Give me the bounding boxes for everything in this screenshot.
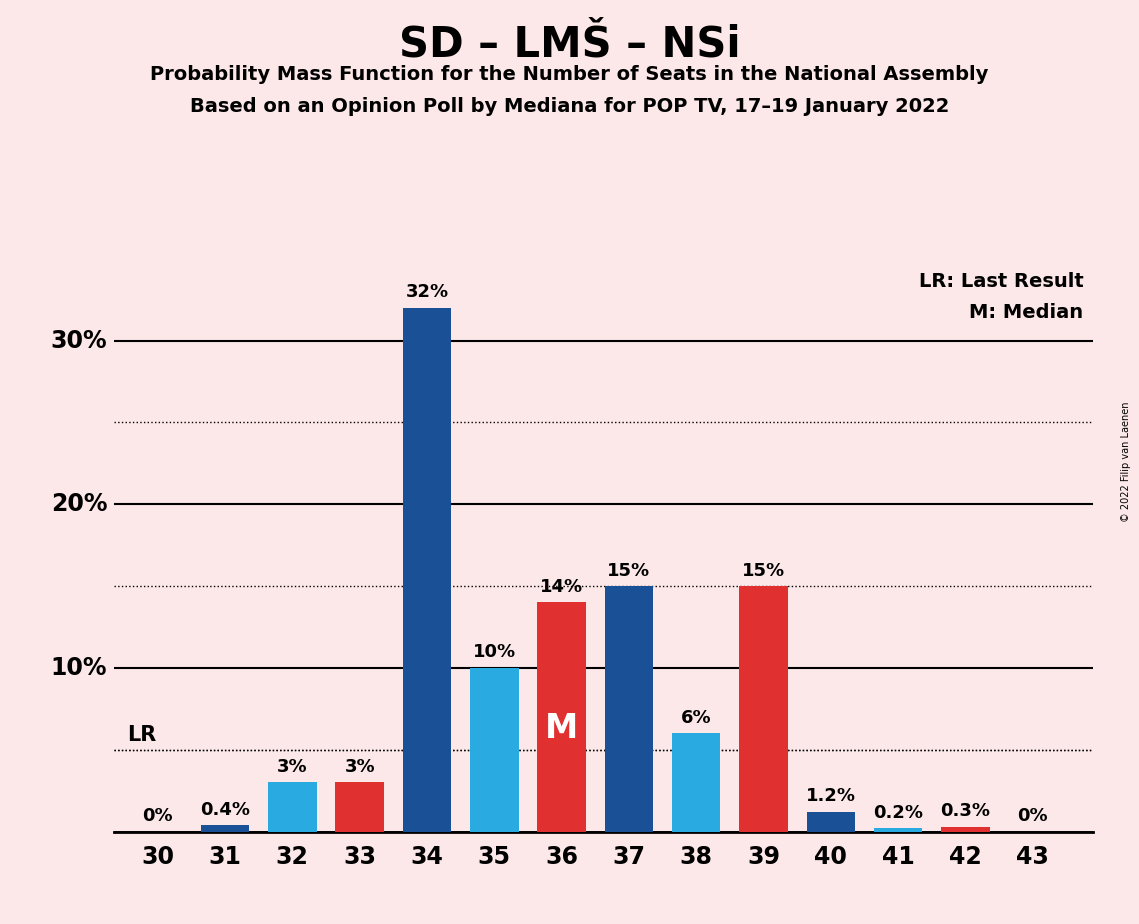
Bar bbox=[672, 734, 721, 832]
Text: 15%: 15% bbox=[607, 562, 650, 579]
Bar bbox=[806, 812, 855, 832]
Bar bbox=[403, 308, 451, 832]
Text: 1.2%: 1.2% bbox=[806, 787, 855, 806]
Text: 3%: 3% bbox=[277, 758, 308, 776]
Text: 14%: 14% bbox=[540, 578, 583, 596]
Text: Probability Mass Function for the Number of Seats in the National Assembly: Probability Mass Function for the Number… bbox=[150, 65, 989, 84]
Bar bbox=[605, 586, 653, 832]
Text: SD – LMŠ – NSi: SD – LMŠ – NSi bbox=[399, 23, 740, 65]
Text: 0.2%: 0.2% bbox=[874, 804, 924, 821]
Text: 6%: 6% bbox=[681, 709, 712, 727]
Bar bbox=[470, 668, 518, 832]
Text: 0.3%: 0.3% bbox=[941, 802, 991, 821]
Bar bbox=[335, 783, 384, 832]
Bar bbox=[268, 783, 317, 832]
Text: M: M bbox=[544, 712, 579, 745]
Bar bbox=[874, 828, 923, 832]
Text: 0%: 0% bbox=[142, 807, 173, 825]
Text: 15%: 15% bbox=[741, 562, 785, 579]
Text: 30%: 30% bbox=[50, 329, 107, 353]
Text: LR: Last Result: LR: Last Result bbox=[918, 272, 1083, 291]
Text: Based on an Opinion Poll by Mediana for POP TV, 17–19 January 2022: Based on an Opinion Poll by Mediana for … bbox=[190, 97, 949, 116]
Bar bbox=[739, 586, 788, 832]
Text: 10%: 10% bbox=[50, 656, 107, 680]
Text: 20%: 20% bbox=[50, 492, 107, 517]
Text: LR: LR bbox=[128, 724, 157, 745]
Bar bbox=[538, 602, 585, 832]
Text: 3%: 3% bbox=[344, 758, 375, 776]
Text: © 2022 Filip van Laenen: © 2022 Filip van Laenen bbox=[1121, 402, 1131, 522]
Text: 10%: 10% bbox=[473, 643, 516, 662]
Bar bbox=[200, 825, 249, 832]
Text: 0%: 0% bbox=[1017, 807, 1048, 825]
Text: M: Median: M: Median bbox=[969, 303, 1083, 322]
Text: 32%: 32% bbox=[405, 284, 449, 301]
Bar bbox=[941, 827, 990, 832]
Text: 0.4%: 0.4% bbox=[200, 800, 249, 819]
